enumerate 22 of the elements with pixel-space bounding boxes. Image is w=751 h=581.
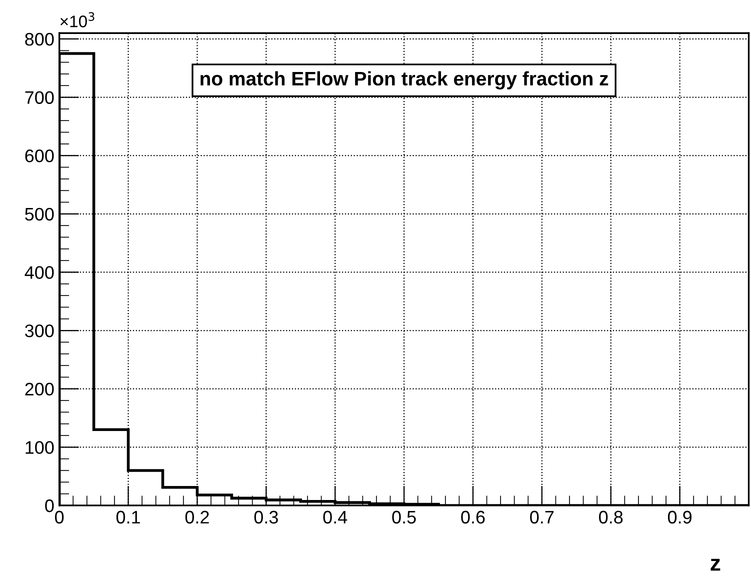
- x-tick-label: 0.6: [461, 510, 485, 524]
- y-tick-label: 300: [25, 324, 54, 338]
- x-tick-label: 0: [55, 510, 64, 524]
- x-tick-label: 0.3: [254, 510, 278, 524]
- y-tick-label: 200: [25, 382, 54, 396]
- x-tick-label: 0.2: [185, 510, 209, 524]
- y-tick-label: 100: [26, 441, 54, 454]
- text: ×10$^{3}$: [60, 12, 94, 28]
- x-tick-label: 0.1: [116, 510, 140, 524]
- y-tick-label: 700: [25, 91, 54, 104]
- y-tick-label: 0: [45, 499, 54, 512]
- x-tick-label: 0.8: [599, 510, 623, 524]
- x-tick-label: 0.5: [392, 510, 416, 524]
- y-tick-label: 500: [25, 208, 54, 221]
- x-tick-label: 0.9: [668, 510, 692, 524]
- y-tick-label: 400: [24, 266, 54, 279]
- y-tick-label: 600: [25, 150, 54, 162]
- x-tick-label: 0.7: [530, 510, 554, 524]
- x-axis-title: z: [710, 558, 720, 571]
- y-tick-label: 800: [25, 32, 54, 46]
- text: no match EFlow Pion track energy fraction z: [200, 71, 608, 90]
- x-tick-label: 0.4: [323, 510, 348, 524]
